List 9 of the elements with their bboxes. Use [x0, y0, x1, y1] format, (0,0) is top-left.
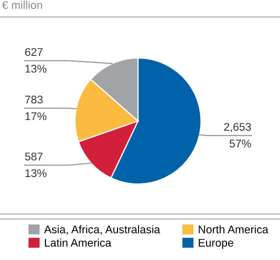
- data-label: 627 13%: [25, 48, 46, 73]
- chart-title: € million: [2, 0, 42, 9]
- data-label: 587 13%: [25, 152, 46, 178]
- data-label: 783 17%: [25, 96, 46, 120]
- legend-label: North America: [198, 225, 268, 234]
- data-label: 2,653 57%: [224, 122, 252, 148]
- legend-label: Asia, Africa, Australasia: [44, 225, 160, 235]
- legend-label: Europe: [198, 238, 234, 249]
- legend-label: Latin America: [44, 238, 112, 247]
